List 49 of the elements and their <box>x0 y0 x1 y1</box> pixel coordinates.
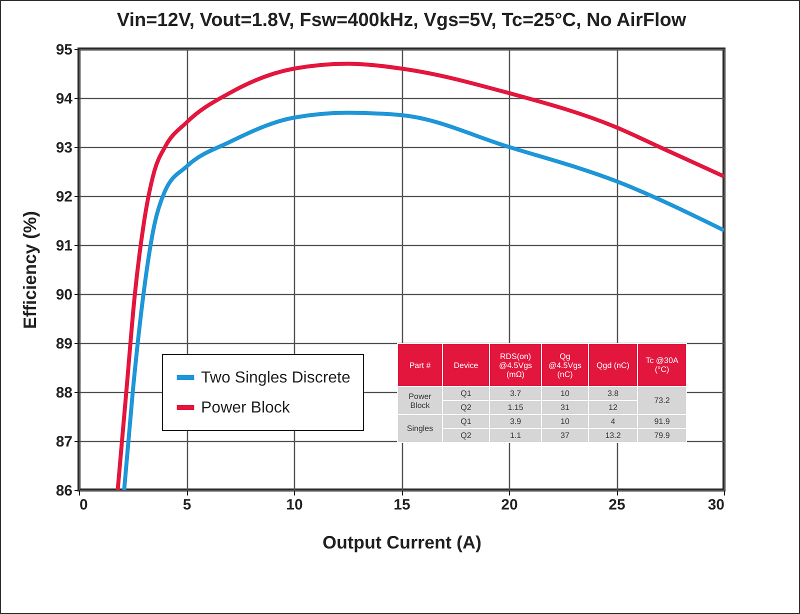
x-axis-title: Output Current (A) <box>322 532 482 552</box>
y-tick-label: 94 <box>56 90 74 108</box>
annotation: Singles <box>398 415 442 442</box>
annotation: Qgd (nC) <box>589 344 637 386</box>
annotation: 1.1 <box>490 429 541 442</box>
annotation: 3.8 <box>589 387 637 400</box>
annotation: Qg @4.5Vgs (nC) <box>542 344 588 386</box>
annotation: 10 <box>542 387 588 400</box>
annotation: Device <box>443 344 489 386</box>
annotation: Tc @30A (°C) <box>638 344 686 386</box>
annotation: 4 <box>589 415 637 428</box>
x-tick-label: 5 <box>182 496 192 514</box>
annotation: 3.7 <box>490 387 541 400</box>
annotation: Q2 <box>443 401 489 414</box>
x-tick-label: 25 <box>608 496 626 514</box>
legend-label: Power Block <box>201 400 291 416</box>
x-tick-label: 0 <box>80 496 88 514</box>
annotation: 13.2 <box>589 429 637 442</box>
y-tick-label: 88 <box>56 384 72 402</box>
y-tick-label: 91 <box>56 238 72 254</box>
annotation: 73.2 <box>638 387 686 414</box>
annotation: RDS(on) @4.5Vgs (mΩ) <box>490 344 541 386</box>
annotation: 91.9 <box>638 415 686 428</box>
annotation: 31 <box>542 401 588 414</box>
annotation: 79.9 <box>638 429 686 442</box>
y-tick-label: 90 <box>56 286 72 304</box>
legend-label: Two Singles Discrete <box>201 370 350 386</box>
annotation: Power Block <box>398 387 442 414</box>
annotation: Q1 <box>443 387 489 400</box>
y-tick-label: 89 <box>56 336 72 352</box>
x-tick-label: 15 <box>394 496 410 514</box>
annotation: 1.15 <box>490 401 541 414</box>
annotation: 37 <box>542 429 588 442</box>
y-tick-label: 87 <box>56 434 72 450</box>
annotation: Part # <box>398 344 442 386</box>
x-tick-label: 10 <box>286 496 303 514</box>
annotation: 12 <box>589 401 637 414</box>
x-tick-label: 30 <box>708 496 724 514</box>
y-tick-label: 95 <box>56 42 72 58</box>
y-tick-label: 86 <box>56 482 72 500</box>
chart-title: Vin=12V, Vout=1.8V, Fsw=400kHz, Vgs=5V, Tc=25°C, No AirFlow <box>116 10 686 31</box>
x-tick-label: 20 <box>501 496 518 514</box>
annotation: 10 <box>542 415 588 428</box>
y-tick-label: 92 <box>56 188 72 206</box>
annotation: 3.9 <box>490 415 541 428</box>
y-axis-title: Efficiency (%) <box>20 210 40 330</box>
annotation: Q1 <box>443 415 489 428</box>
y-tick-label: 93 <box>56 140 72 156</box>
annotation: Q2 <box>443 429 489 442</box>
